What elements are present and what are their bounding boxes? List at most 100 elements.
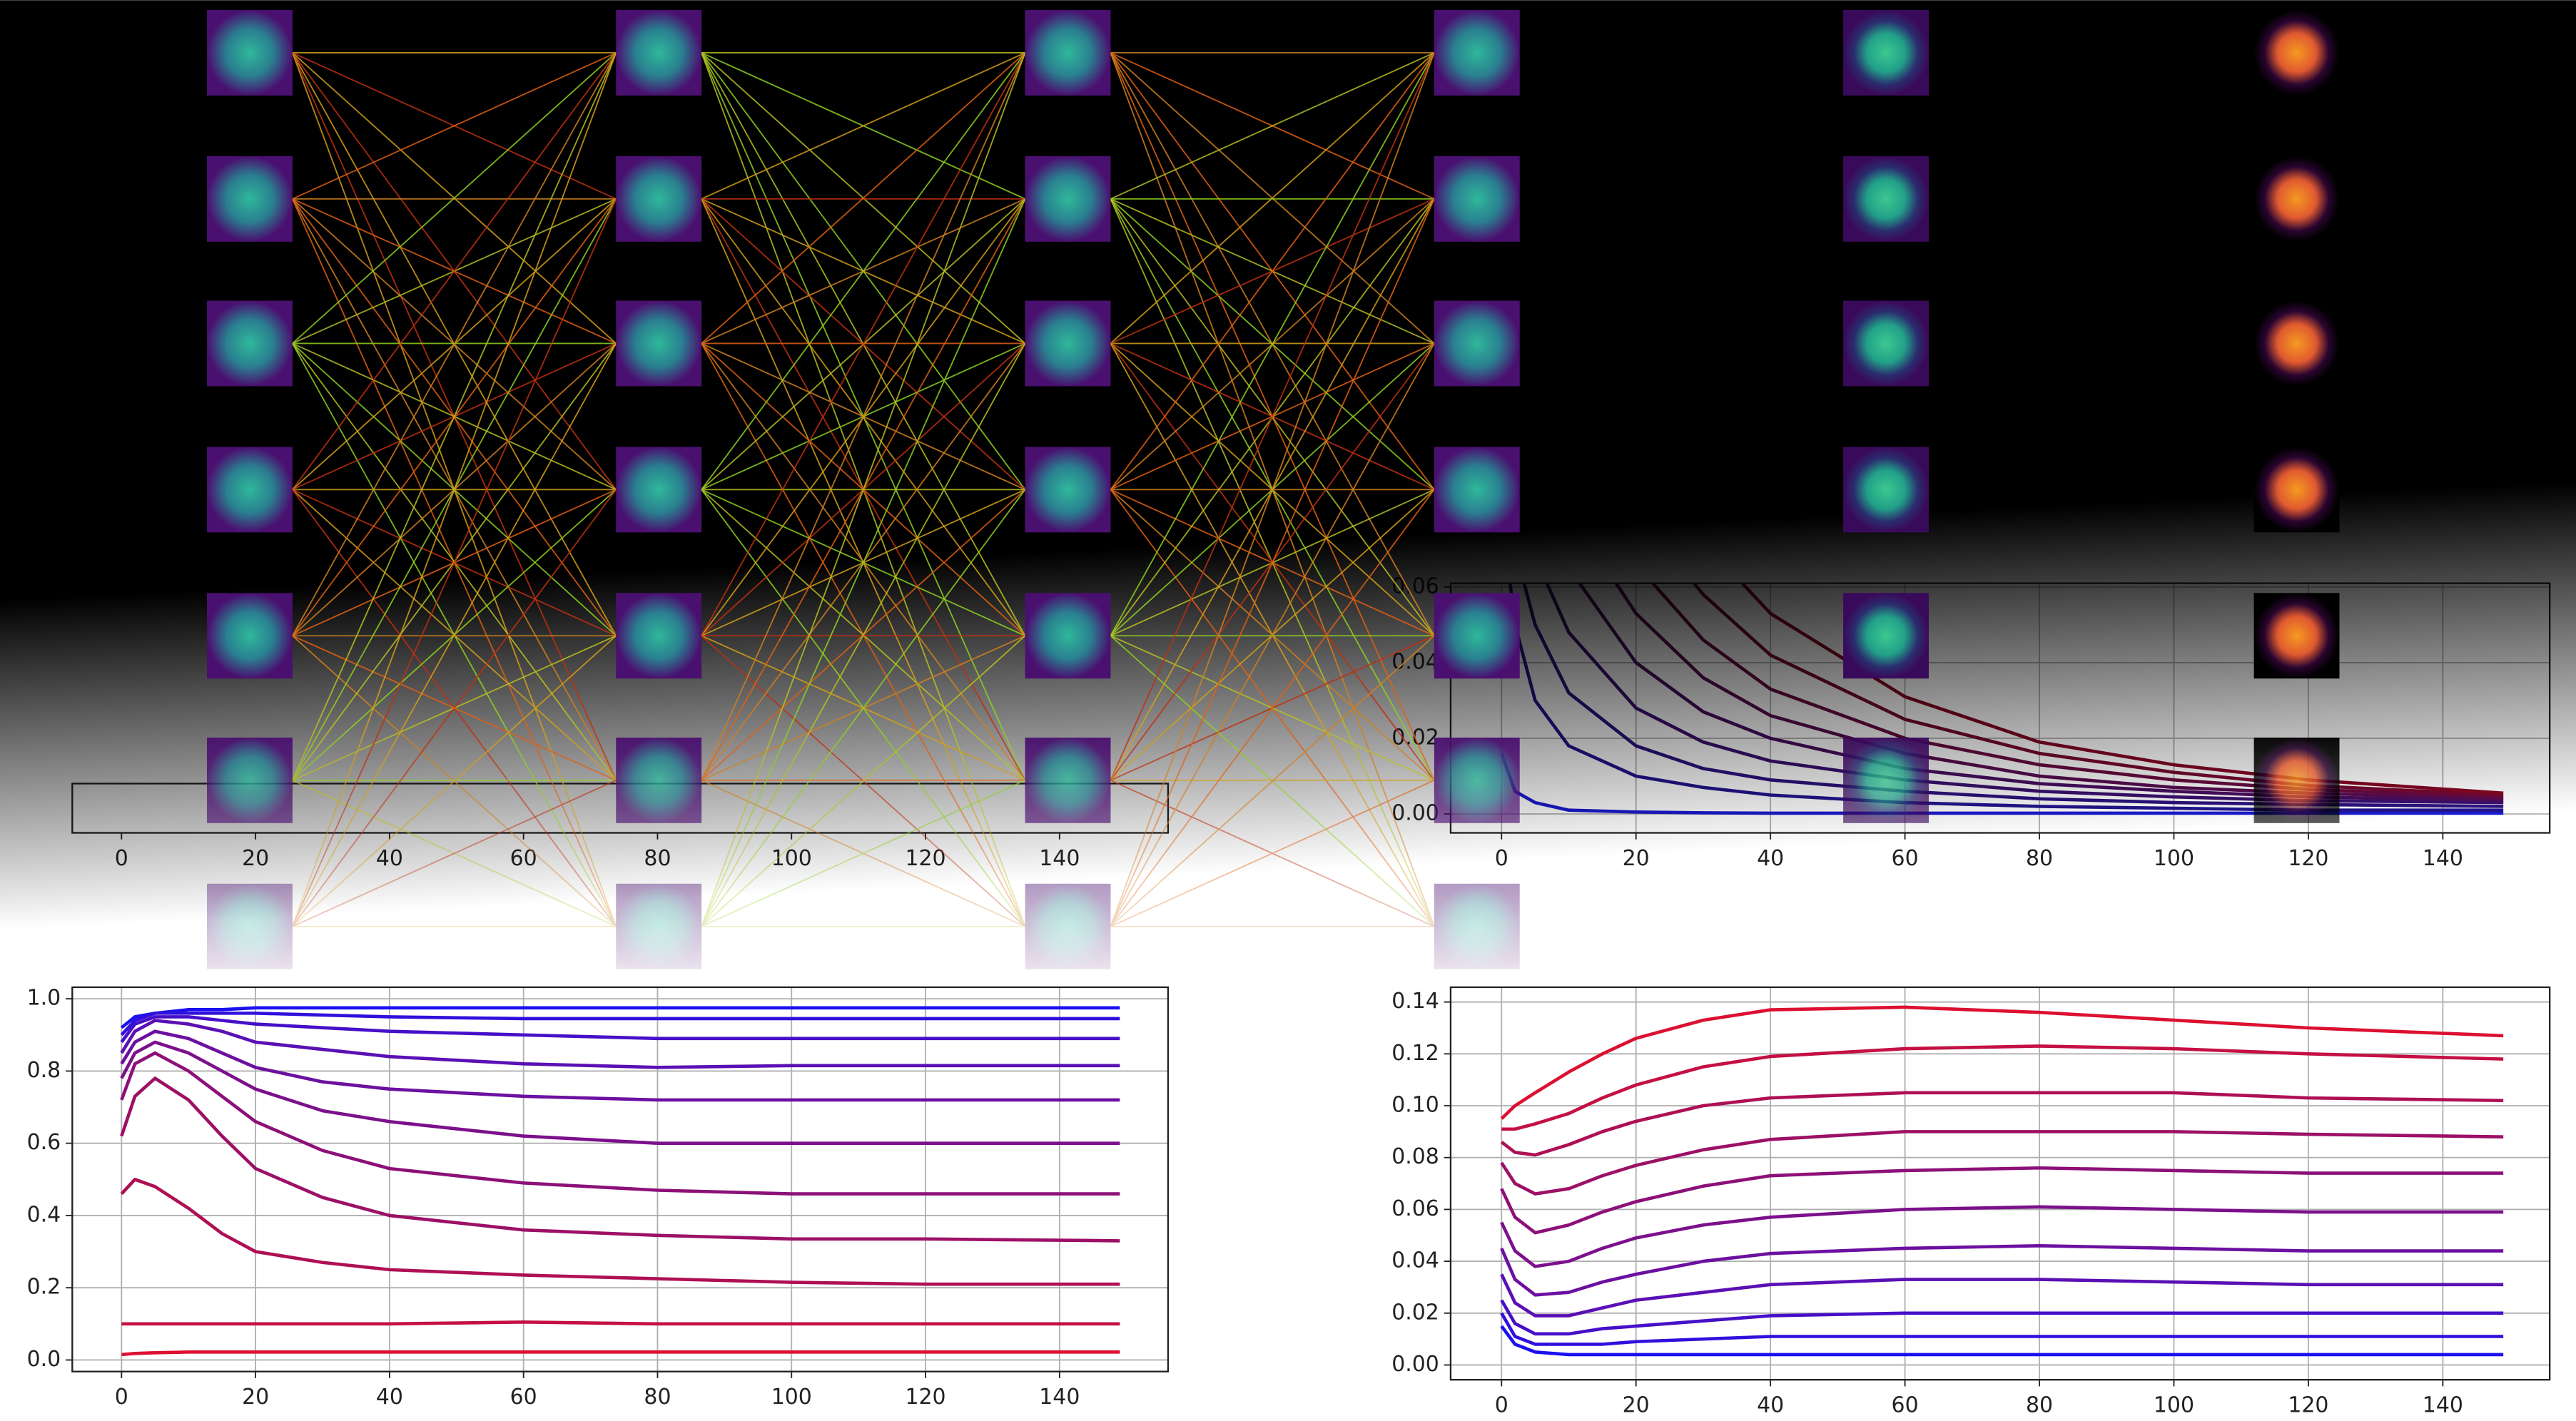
x-tick-label: 100 <box>771 1385 812 1410</box>
thumbnail <box>1025 156 1111 242</box>
thumbnail <box>1843 593 1929 679</box>
x-tick-label: 80 <box>644 1385 671 1410</box>
thumbnail <box>2253 447 2340 533</box>
thumbnail <box>1434 883 1520 969</box>
connection <box>292 52 617 345</box>
y-tick-label: 0.04 <box>1391 1248 1439 1273</box>
connection <box>1110 342 1435 927</box>
thumbnail <box>2253 593 2340 679</box>
thumbnail <box>1843 156 1929 242</box>
line-chart: 0 20 40 60 80 100 120 140 0.00 0.02 0.04 0.06 0.08 0.… <box>1391 986 2551 1418</box>
thumbnail <box>1843 447 1929 533</box>
connection <box>1110 198 1435 927</box>
connection <box>701 635 1026 927</box>
thumbnail <box>616 737 702 823</box>
series-line <box>120 1040 1120 1145</box>
thumbnail <box>616 447 702 533</box>
connection <box>292 52 617 490</box>
thumbnail <box>1025 300 1111 387</box>
thumbnail <box>616 883 702 969</box>
series-line <box>120 1029 1120 1102</box>
thumbnail <box>1434 156 1520 242</box>
thumbnail <box>207 447 293 533</box>
series-line <box>121 1320 1120 1326</box>
series-line <box>120 1019 1120 1069</box>
thumbnail <box>207 883 293 969</box>
thumbnail <box>1843 10 1929 96</box>
connection <box>292 780 617 927</box>
thumbnail <box>1434 10 1520 96</box>
connection <box>1110 489 1435 927</box>
thumbnail <box>207 593 293 679</box>
thumbnail <box>1025 593 1111 679</box>
y-tick-label: 0.06 <box>1391 1196 1439 1221</box>
x-tick-label: 60 <box>1892 1393 1919 1418</box>
connection <box>291 52 617 927</box>
connection <box>701 198 1026 927</box>
x-tick-label: 120 <box>905 1385 945 1410</box>
connection <box>701 52 1026 636</box>
thumbnail <box>616 593 702 679</box>
y-tick-label: 0.10 <box>1391 1093 1439 1118</box>
series-line <box>1500 1166 2504 1235</box>
series-line <box>1501 1044 2504 1131</box>
series-line <box>1500 1205 2504 1268</box>
y-tick-label: 0.14 <box>1391 989 1439 1014</box>
x-tick-label: 80 <box>2026 1393 2053 1418</box>
series-line <box>1500 1243 2504 1297</box>
y-tick-label: 0.4 <box>27 1202 61 1227</box>
series-line <box>120 1076 1120 1243</box>
connection <box>291 52 617 781</box>
x-tick-label: 40 <box>376 1385 403 1410</box>
connection <box>292 52 617 200</box>
connection <box>292 342 617 927</box>
series-line <box>1500 1130 2504 1196</box>
thumbnail <box>1025 883 1111 969</box>
connection <box>291 198 617 927</box>
y-tick-label: 0.12 <box>1391 1041 1439 1066</box>
x-tick-label: 20 <box>1623 1393 1650 1418</box>
series-line <box>1500 1299 2504 1336</box>
y-tick-label: 0.2 <box>27 1275 61 1300</box>
series-line <box>120 1012 1120 1037</box>
y-tick-label: 0.6 <box>27 1130 61 1155</box>
thumbnail <box>1434 737 1520 823</box>
thumbnail <box>1025 447 1111 533</box>
thumbnail <box>207 300 293 387</box>
connection <box>1110 52 1435 927</box>
connection <box>292 635 617 927</box>
thumbnail <box>616 300 702 387</box>
fade-overlay <box>0 0 2576 986</box>
connection <box>1110 52 1435 490</box>
thumbnail <box>2253 300 2340 387</box>
connection <box>1110 52 1435 345</box>
plot-area <box>72 987 1168 1372</box>
x-tick-label: 120 <box>2288 1393 2328 1418</box>
connection <box>701 52 1026 927</box>
y-tick-label: 0.8 <box>27 1058 61 1083</box>
y-tick-label: 1.0 <box>27 986 61 1011</box>
connection <box>1110 780 1435 927</box>
series-line <box>1500 1325 2504 1357</box>
y-tick-label: 0.08 <box>1391 1144 1439 1169</box>
connection <box>1110 52 1435 636</box>
thumbnail <box>2253 737 2340 823</box>
x-tick-label: 140 <box>2423 1393 2463 1418</box>
x-tick-label: 0 <box>115 1385 128 1410</box>
connection <box>292 52 617 636</box>
x-tick-label: 60 <box>510 1385 537 1410</box>
x-tick-label: 100 <box>2154 1393 2194 1418</box>
axes-frame <box>71 986 1170 1372</box>
y-tick-label: 0.00 <box>1391 1352 1439 1377</box>
y-tick-label: 0.0 <box>27 1347 61 1372</box>
network-diagram <box>207 10 2340 969</box>
connection <box>701 52 1026 781</box>
series-line <box>1500 1005 2504 1120</box>
x-tick-label: 140 <box>1039 1385 1080 1410</box>
connection <box>701 52 1026 200</box>
thumbnail <box>1843 300 1929 387</box>
connection <box>1110 52 1435 781</box>
thumbnail <box>1434 593 1520 679</box>
